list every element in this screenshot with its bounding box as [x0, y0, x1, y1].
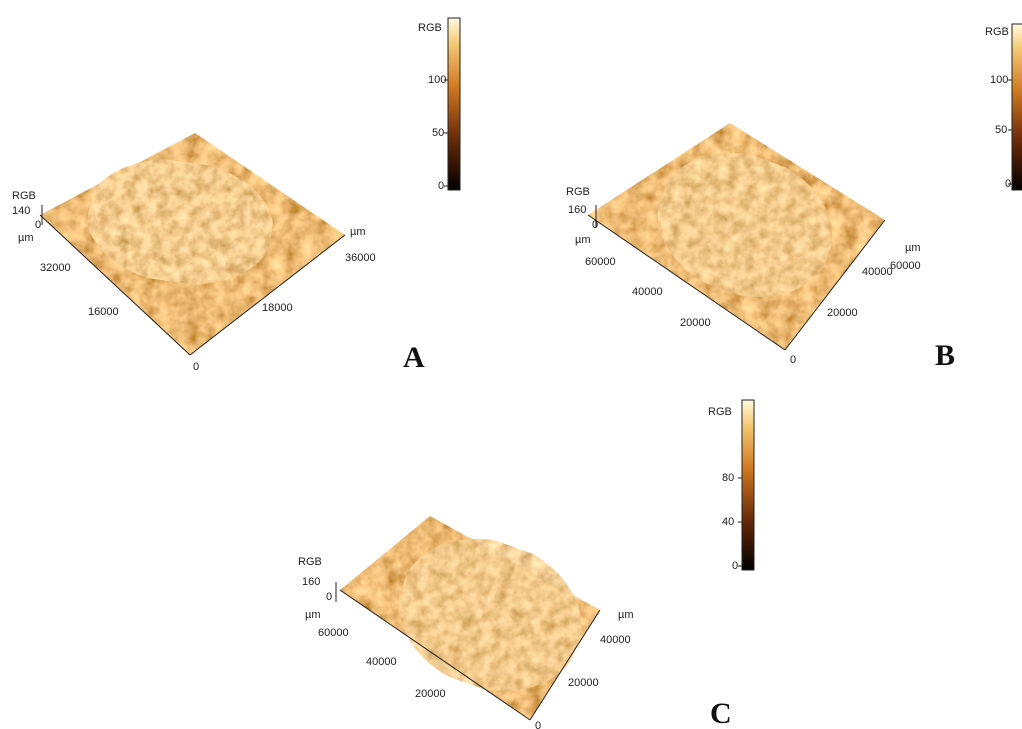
right-tick-label: 40000 [862, 266, 893, 278]
colorbar-tick-label: 0 [438, 180, 444, 192]
colorbar [742, 400, 754, 570]
panel-label: A [403, 341, 425, 374]
surface-c [336, 516, 601, 720]
surface-a [40, 133, 345, 355]
colorbar-title: RGB [708, 406, 732, 418]
colorbar-title: RGB [985, 26, 1009, 38]
figure: ARGB100500RGB1400µm32000160000µm36000180… [0, 0, 1022, 729]
colorbar-tick-label: 50 [432, 127, 444, 139]
z-axis-title: RGB [12, 190, 36, 202]
right-axis-unit: µm [905, 242, 921, 254]
z-tick-label: 0 [326, 591, 332, 603]
left-axis-unit: µm [18, 232, 34, 244]
left-tick-label: 40000 [366, 656, 397, 668]
z-tick-label: 0 [35, 219, 41, 231]
z-tick-label: 160 [568, 204, 586, 216]
z-axis-title: RGB [566, 186, 590, 198]
z-tick-label: 160 [302, 576, 320, 588]
right-tick-label: 20000 [827, 307, 858, 319]
left-tick-label: 20000 [415, 688, 446, 700]
right-tick-label: 20000 [568, 677, 599, 689]
colorbar-tick-label: 0 [732, 560, 738, 572]
colorbar-tick-label: 80 [722, 472, 734, 484]
colorbar [1012, 24, 1022, 190]
left-tick-label: 32000 [40, 262, 71, 274]
panel-label: B [935, 339, 955, 372]
left-axis-unit: µm [305, 609, 321, 621]
left-tick-label: 0 [535, 720, 541, 729]
colorbar [448, 18, 460, 190]
colorbar-tick-label: 40 [722, 516, 734, 528]
colorbar-tick-label: 100 [428, 74, 446, 86]
colorbar-tick-label: 50 [995, 124, 1007, 136]
panel-label: C [710, 697, 732, 729]
left-tick-label: 16000 [88, 306, 119, 318]
right-tick-label: 18000 [262, 302, 293, 314]
left-tick-label: 0 [790, 354, 796, 366]
left-tick-label: 0 [193, 361, 199, 373]
z-tick-label: 0 [592, 219, 598, 231]
right-tick-label: 40000 [600, 634, 631, 646]
left-tick-label: 20000 [680, 317, 711, 329]
colorbar-tick-label: 100 [990, 74, 1008, 86]
z-axis-title: RGB [298, 556, 322, 568]
left-tick-label: 40000 [632, 286, 663, 298]
left-tick-label: 60000 [318, 627, 349, 639]
left-axis-unit: µm [575, 234, 591, 246]
z-tick-label: 140 [12, 205, 30, 217]
left-tick-label: 60000 [585, 256, 616, 268]
right-axis-unit: µm [350, 226, 366, 238]
right-tick-label: 60000 [890, 260, 921, 272]
right-axis-unit: µm [618, 609, 634, 621]
right-tick-label: 36000 [345, 252, 376, 264]
colorbar-title: RGB [418, 22, 442, 34]
